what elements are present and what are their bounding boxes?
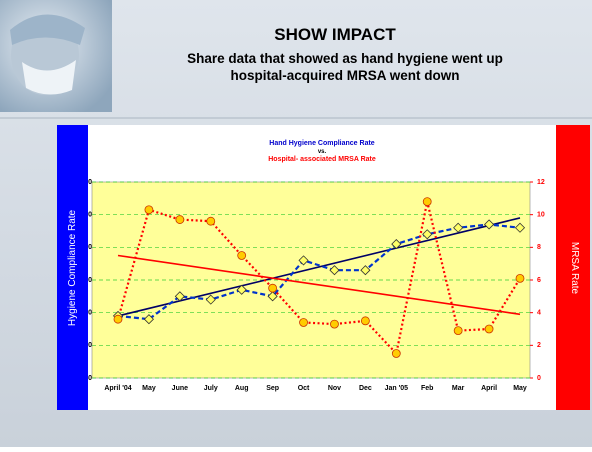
y2-axis-title: MRSA Rate <box>569 242 580 295</box>
y2-tick-label: 4 <box>537 310 541 317</box>
x-tick-label: Feb <box>421 385 433 392</box>
slide-title: SHOW IMPACT <box>274 25 396 44</box>
point <box>392 350 400 358</box>
y2-tick-label: 0 <box>537 375 541 382</box>
x-tick-label: May <box>513 385 527 392</box>
x-tick-label: Jan '05 <box>385 385 409 392</box>
slide-subtitle: Share data that showed as hand hygiene w… <box>187 51 503 66</box>
y-axis-title: Hygiene Compliance Rate <box>67 209 78 326</box>
y2-tick-label: 12 <box>537 179 545 186</box>
point <box>145 206 153 214</box>
point <box>516 274 524 282</box>
point <box>330 320 338 328</box>
y2-tick-label: 2 <box>537 342 541 349</box>
y2-tick-label: 6 <box>537 277 541 284</box>
point <box>269 284 277 292</box>
slide: SHOW IMPACT Share data that showed as ha… <box>0 0 592 447</box>
chart-title: vs. <box>318 149 327 155</box>
point <box>176 216 184 224</box>
y2-tick-label: 10 <box>537 212 545 219</box>
slide-subtitle: hospital-acquired MRSA went down <box>230 68 459 83</box>
point <box>361 317 369 325</box>
x-tick-label: Oct <box>298 385 310 392</box>
x-tick-label: Aug <box>235 385 249 392</box>
x-tick-label: Dec <box>359 385 372 392</box>
point <box>114 315 122 323</box>
x-tick-label: June <box>172 385 188 392</box>
x-tick-label: April <box>481 385 497 392</box>
point <box>423 198 431 206</box>
x-tick-label: April '04 <box>104 385 131 392</box>
x-tick-label: May <box>142 385 156 392</box>
point <box>238 252 246 260</box>
photo <box>0 0 112 112</box>
y2-tick-label: 8 <box>537 244 541 251</box>
x-tick-label: Sep <box>266 385 279 392</box>
point <box>485 325 493 333</box>
x-tick-label: Mar <box>452 385 465 392</box>
chart-title: Hand Hygiene Compliance Rate <box>269 140 375 147</box>
point <box>300 318 308 326</box>
x-tick-label: Nov <box>328 385 341 392</box>
point <box>207 217 215 225</box>
point <box>454 327 462 335</box>
x-tick-label: July <box>204 385 218 392</box>
chart-title: Hospital- associated MRSA Rate <box>268 156 376 163</box>
